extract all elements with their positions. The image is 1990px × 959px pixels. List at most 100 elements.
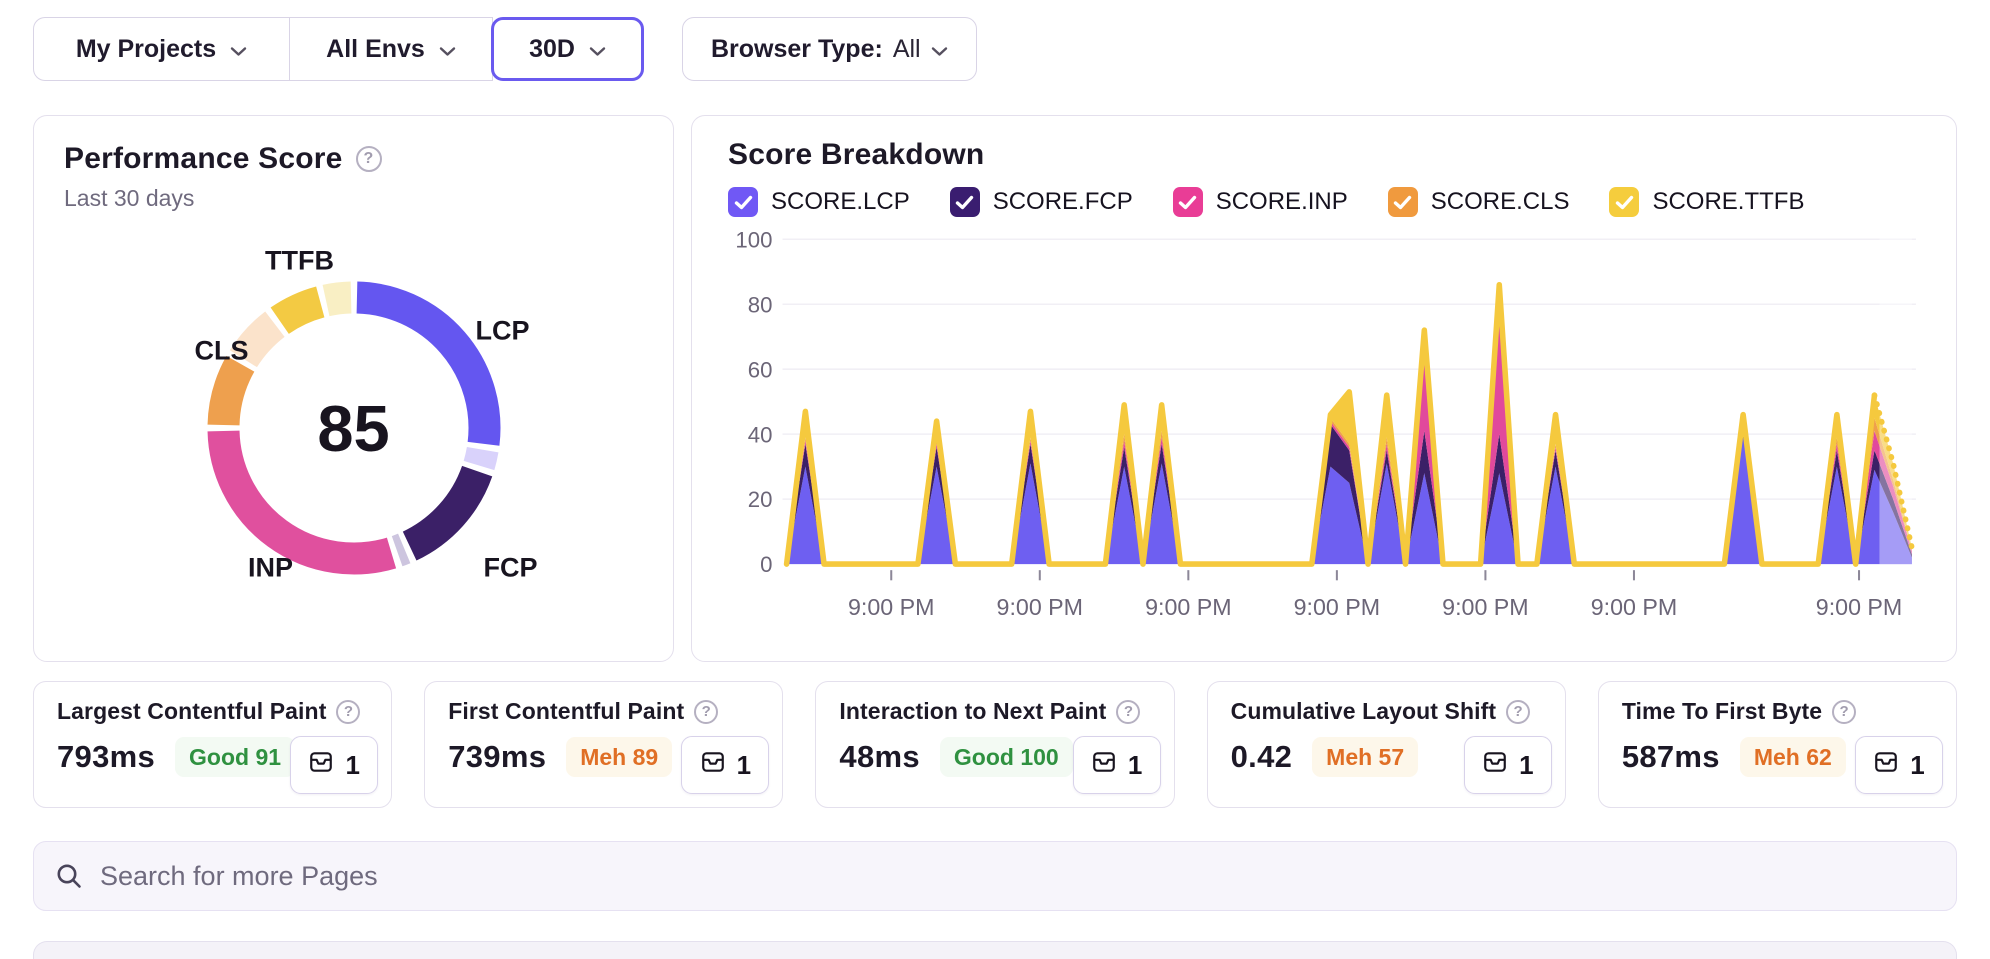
- vital-badge: Meh 62: [1739, 737, 1846, 777]
- help-icon[interactable]: ?: [694, 699, 719, 724]
- donut-label-inp: INP: [247, 552, 294, 583]
- svg-text:9:00 PM: 9:00 PM: [848, 594, 934, 620]
- inbox-tray-icon: [1091, 749, 1117, 782]
- donut-label-cls: CLS: [194, 335, 249, 366]
- pages-table-top-edge: [33, 941, 1957, 959]
- help-icon[interactable]: ?: [1116, 699, 1141, 724]
- vital-title: Interaction to Next Paint: [839, 698, 1107, 724]
- vital-value: 739ms: [448, 739, 547, 774]
- vital-badge: Good 91: [175, 737, 296, 777]
- vital-card-cls: Cumulative Layout Shift ? 0.42 Meh 57 1: [1206, 681, 1566, 808]
- filter-bar: My Projects All Envs 30D Browser Type: A: [33, 17, 1957, 81]
- vital-badge: Meh 89: [566, 737, 673, 777]
- svg-text:9:00 PM: 9:00 PM: [1294, 594, 1380, 620]
- legend-label: SCORE.TTFB: [1652, 188, 1805, 215]
- vital-title: Time To First Byte: [1621, 698, 1823, 724]
- chevron-down-icon: [589, 46, 606, 57]
- chevron-down-icon: [230, 46, 247, 57]
- svg-text:80: 80: [748, 292, 773, 317]
- vitals-row: Largest Contentful Paint ? 793ms Good 91…: [33, 681, 1958, 808]
- svg-text:60: 60: [748, 357, 773, 382]
- svg-text:9:00 PM: 9:00 PM: [1145, 594, 1231, 620]
- chevron-down-icon: [439, 46, 456, 57]
- performance-score-subtitle: Last 30 days: [64, 185, 195, 211]
- vital-value: 793ms: [57, 739, 156, 774]
- score-donut-chart[interactable]: [204, 278, 504, 578]
- performance-score-title: Performance Score: [64, 142, 343, 175]
- vital-sample-count: 1: [1519, 749, 1534, 780]
- performance-score-value: 85: [317, 391, 390, 465]
- charts-row: Performance Score ? Last 30 days 85 TTFB…: [33, 115, 1957, 662]
- vital-value: 48ms: [839, 739, 920, 774]
- checked-checkbox-icon[interactable]: [1387, 187, 1418, 217]
- vital-badge: Meh 57: [1312, 737, 1419, 777]
- vital-sample-count: 1: [736, 749, 752, 780]
- vital-card-ttfb: Time To First Byte ? 587ms Meh 62 1: [1597, 681, 1958, 808]
- browser-type-filter-label: Browser Type:: [711, 34, 883, 63]
- vital-title: First Contentful Paint: [448, 698, 685, 724]
- legend-item-ttfb[interactable]: SCORE.TTFB: [1609, 187, 1804, 217]
- vital-sample-count: 1: [1127, 749, 1143, 780]
- legend-item-cls[interactable]: SCORE.CLS: [1387, 187, 1570, 217]
- inbox-tray-icon: [700, 749, 726, 782]
- inbox-tray-icon: [1482, 749, 1508, 782]
- legend-item-lcp[interactable]: SCORE.LCP: [728, 187, 910, 217]
- vital-samples-button[interactable]: 1: [1463, 736, 1552, 794]
- legend-label: SCORE.LCP: [771, 188, 910, 215]
- legend-item-inp[interactable]: SCORE.INP: [1172, 187, 1348, 217]
- svg-text:9:00 PM: 9:00 PM: [1442, 594, 1528, 620]
- environment-filter-button[interactable]: All Envs: [289, 17, 493, 81]
- vital-samples-button[interactable]: 1: [1855, 736, 1944, 794]
- vital-samples-button[interactable]: 1: [681, 736, 770, 794]
- help-icon[interactable]: ?: [1832, 699, 1857, 724]
- vital-sample-count: 1: [345, 749, 360, 780]
- legend-label: SCORE.CLS: [1430, 188, 1570, 215]
- legend-label: SCORE.INP: [1215, 188, 1348, 215]
- vital-samples-button[interactable]: 1: [290, 736, 379, 794]
- svg-text:20: 20: [748, 487, 773, 512]
- browser-type-filter-button[interactable]: Browser Type: All: [682, 17, 977, 81]
- projects-filter-button[interactable]: My Projects: [33, 17, 289, 81]
- help-icon[interactable]: ?: [355, 146, 382, 172]
- checked-checkbox-icon[interactable]: [728, 187, 758, 217]
- legend-label: SCORE.FCP: [992, 188, 1133, 215]
- score-breakdown-card: Score Breakdown SCORE.LCP SCORE.FCP SCOR…: [691, 115, 1957, 662]
- svg-text:0: 0: [760, 552, 772, 577]
- help-icon[interactable]: ?: [336, 699, 361, 724]
- environment-filter-label: All Envs: [326, 34, 425, 63]
- inbox-tray-icon: [1873, 749, 1899, 782]
- score-breakdown-chart-area: 0 20 40 60 80 100 9:00 PM 9:00 PM 9:00 PM 9:00 PM…: [728, 221, 1920, 627]
- svg-text:9:00 PM: 9:00 PM: [1816, 594, 1902, 620]
- chevron-down-icon: [931, 46, 948, 57]
- vital-samples-button[interactable]: 1: [1072, 736, 1161, 794]
- vital-title: Cumulative Layout Shift: [1230, 698, 1497, 724]
- inbox-tray-icon: [308, 749, 334, 782]
- search-icon: [55, 862, 83, 890]
- vital-title: Largest Contentful Paint: [57, 698, 327, 724]
- svg-text:9:00 PM: 9:00 PM: [997, 594, 1083, 620]
- vital-badge: Good 100: [939, 737, 1073, 777]
- help-icon[interactable]: ?: [1506, 699, 1531, 724]
- date-range-filter-label: 30D: [529, 34, 575, 63]
- vital-value: 587ms: [1621, 739, 1720, 774]
- checked-checkbox-icon[interactable]: [1172, 187, 1203, 217]
- pages-search-bar: [33, 841, 1957, 911]
- svg-text:100: 100: [735, 227, 772, 252]
- performance-score-card: Performance Score ? Last 30 days 85 TTFB…: [33, 115, 674, 662]
- score-breakdown-title: Score Breakdown: [728, 138, 985, 171]
- donut-label-ttfb: TTFB: [265, 245, 334, 276]
- checked-checkbox-icon[interactable]: [949, 187, 980, 217]
- page-filter-group: My Projects All Envs 30D: [33, 17, 644, 81]
- score-breakdown-chart[interactable]: 0 20 40 60 80 100 9:00 PM 9:00 PM 9:00 PM 9:00 PM…: [728, 221, 1920, 627]
- date-range-filter-button[interactable]: 30D: [491, 17, 644, 81]
- vital-sample-count: 1: [1910, 749, 1925, 780]
- search-input[interactable]: [98, 859, 1935, 893]
- vital-card-fcp: First Contentful Paint ? 739ms Meh 89 1: [424, 681, 784, 808]
- svg-text:40: 40: [748, 422, 773, 447]
- legend-item-fcp[interactable]: SCORE.FCP: [949, 187, 1133, 217]
- browser-type-filter-value: All: [892, 34, 921, 63]
- vital-card-lcp: Largest Contentful Paint ? 793ms Good 91…: [33, 681, 393, 808]
- checked-checkbox-icon[interactable]: [1609, 187, 1640, 217]
- score-breakdown-legend: SCORE.LCP SCORE.FCP SCORE.INP SCORE.CLS …: [728, 187, 1920, 217]
